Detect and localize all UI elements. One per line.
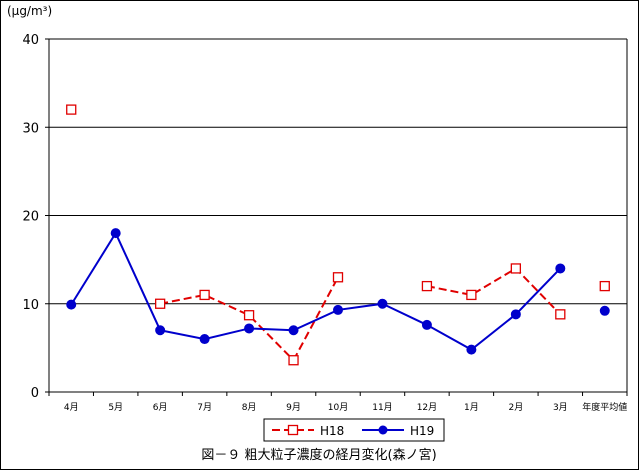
series-line-H19-0 bbox=[70, 231, 562, 351]
y-tick-40: 40 bbox=[22, 33, 39, 48]
x-tick-3: 7月 bbox=[197, 402, 212, 413]
point-H19-4 bbox=[244, 323, 255, 334]
point-H19-12 bbox=[599, 305, 610, 316]
legend-box bbox=[263, 418, 445, 442]
point-H19-11 bbox=[555, 263, 566, 274]
x-tick-11: 3月 bbox=[553, 402, 568, 413]
point-H18-6 bbox=[332, 272, 344, 283]
point-H18-5 bbox=[288, 355, 299, 366]
y-tick-30: 30 bbox=[22, 121, 39, 136]
legend-label-H18: H18 bbox=[320, 424, 344, 438]
legend-marker-H18 bbox=[287, 424, 299, 436]
series-H18 bbox=[66, 104, 610, 366]
x-tick-0: 4月 bbox=[64, 402, 79, 413]
unit-label: (μg/m³) bbox=[7, 4, 52, 18]
point-H18-4 bbox=[243, 310, 255, 321]
y-tick-10: 10 bbox=[22, 298, 39, 313]
x-tick-4: 8月 bbox=[242, 402, 257, 413]
series-layer bbox=[66, 104, 610, 366]
x-tick-12: 年度平均値 bbox=[582, 401, 627, 413]
x-tick-7: 11月 bbox=[372, 402, 392, 413]
legend-label-H19: H19 bbox=[410, 424, 434, 438]
point-H18-9 bbox=[466, 289, 477, 301]
point-H19-10 bbox=[510, 309, 521, 320]
x-tick-9: 1月 bbox=[464, 402, 479, 413]
point-H19-3 bbox=[199, 334, 210, 345]
point-H19-8 bbox=[421, 319, 432, 330]
x-tick-labels: 4月 5月 6月 7月 8月 9月 10月 11月 12月 1月 2月 3月 年度平均値 bbox=[64, 401, 627, 413]
x-tick-10: 2月 bbox=[508, 402, 523, 413]
point-H18-8 bbox=[421, 280, 433, 292]
point-H19-7 bbox=[377, 298, 388, 309]
x-tick-6: 10月 bbox=[328, 402, 348, 413]
legend-marker-H19 bbox=[378, 425, 388, 435]
x-tick-8: 12月 bbox=[417, 402, 437, 413]
x-tick-1: 5月 bbox=[108, 402, 123, 413]
point-H19-5 bbox=[288, 325, 299, 336]
point-H19-9 bbox=[466, 344, 477, 355]
series-line-H18-2 bbox=[426, 267, 562, 316]
axes bbox=[45, 38, 628, 396]
x-tick-5: 9月 bbox=[286, 402, 301, 413]
chart-title: 図－９ 粗大粒子濃度の経月変化(森ノ宮) bbox=[201, 447, 436, 463]
grid-lines bbox=[49, 38, 627, 305]
point-H18-0 bbox=[66, 104, 77, 115]
y-tick-20: 20 bbox=[22, 210, 39, 225]
series-H19 bbox=[66, 228, 610, 355]
point-H18-2 bbox=[155, 298, 166, 309]
point-H18-10 bbox=[510, 263, 521, 274]
x-tick-2: 6月 bbox=[153, 402, 168, 413]
point-H19-1 bbox=[110, 228, 121, 239]
point-H19-0 bbox=[66, 299, 77, 310]
point-H19-6 bbox=[333, 304, 343, 315]
series-line-H18-0 bbox=[159, 293, 295, 361]
point-H18-3 bbox=[199, 289, 210, 301]
legend: H18 H19 bbox=[263, 418, 445, 442]
series-line-H18-1 bbox=[292, 276, 339, 361]
point-H18-11 bbox=[555, 309, 566, 320]
point-H19-2 bbox=[155, 325, 166, 336]
y-tick-labels: 0 10 20 30 40 bbox=[22, 33, 39, 401]
point-H18-12 bbox=[599, 280, 610, 292]
y-tick-0: 0 bbox=[31, 386, 39, 401]
